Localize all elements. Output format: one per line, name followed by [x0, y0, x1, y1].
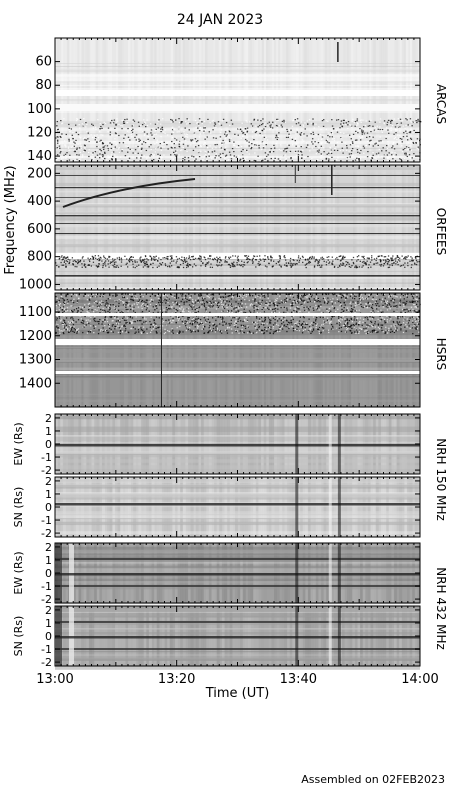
panel-4-source-track [55, 414, 420, 474]
panel-6-ytick-label: -1 [41, 580, 52, 593]
panel-1-ytick-label: 140 [27, 149, 52, 164]
instrument-label-arcas: ARCAS [434, 84, 448, 124]
arcas-features [55, 42, 422, 162]
x-tick-label: 13:20 [158, 672, 195, 687]
panel-1-ytick-label: 80 [35, 78, 52, 93]
panel-3-texture [55, 293, 421, 407]
panel-6-ylabel: EW (Rs) [12, 551, 25, 594]
panel-6-ytick-label: 2 [45, 541, 52, 554]
panel-5-ytick-label: 2 [45, 475, 52, 488]
panel-4-ytick-label: 0 [45, 438, 52, 451]
panel-6-ytick-label: -2 [41, 593, 52, 606]
x-tick-label: 14:00 [401, 672, 438, 687]
panel-2-ytick-label: 400 [27, 194, 52, 209]
panel-2-ytick-label: 600 [27, 222, 52, 237]
axes [54, 37, 421, 667]
panel-7-ytick-label: 0 [45, 630, 52, 643]
panel-5-ylabel: SN (Rs) [12, 487, 25, 528]
panel-1-ytick-label: 120 [27, 125, 52, 140]
panel-6-ytick-label: 0 [45, 567, 52, 580]
panel-7-ytick-label: -2 [41, 656, 52, 669]
panel-2-ytick-label: 1000 [19, 277, 52, 292]
y-axis-label-frequency: Frequency (MHz) [3, 165, 18, 274]
panel-5-texture [55, 477, 421, 537]
panel-5-ytick-label: -2 [41, 527, 52, 540]
x-tick-label: 13:40 [280, 672, 317, 687]
panel-1-ytick-label: 100 [27, 102, 52, 117]
orfees-features [55, 165, 420, 277]
panel-2-ytick-label: 800 [27, 250, 52, 265]
panel-3-ytick-label: 1400 [19, 376, 52, 391]
panel-3-ytick-label: 1300 [19, 353, 52, 368]
panel-5-ytick-label: 0 [45, 501, 52, 514]
panel-2-ytick-label: 200 [27, 166, 52, 181]
chart-title: 24 JAN 2023 [177, 12, 263, 28]
panel-7-ylabel: SN (Rs) [12, 616, 25, 657]
panel-7-ytick-label: -1 [41, 643, 52, 656]
panel-4-ytick-label: 1 [45, 425, 52, 438]
instrument-label-hsrs: HSRS [434, 338, 448, 371]
panel-4-ylabel: EW (Rs) [12, 422, 25, 465]
panel-3-ytick-label: 1200 [19, 329, 52, 344]
panel-1-texture [55, 38, 421, 164]
panel-5-source-track [55, 477, 420, 537]
panel-6-ytick-label: 1 [45, 554, 52, 567]
x-axis-label: Time (UT) [205, 686, 270, 701]
panel-4-ytick-label: -2 [41, 464, 52, 477]
panel-4-ytick-label: 2 [45, 412, 52, 425]
panel-7-ytick-label: 1 [45, 617, 52, 630]
panel-3-ytick-label: 1100 [19, 305, 52, 320]
footer-assembled-date: Assembled on 02FEB2023 [301, 773, 445, 786]
instrument-label-orfees: ORFEES [434, 208, 448, 255]
instrument-label-nrh-432: NRH 432 MHz [434, 567, 448, 650]
x-tick-label: 13:00 [36, 672, 73, 687]
panel-4-ytick-label: -1 [41, 451, 52, 464]
panel-7-ytick-label: 2 [45, 604, 52, 617]
panel-5-ytick-label: -1 [41, 514, 52, 527]
hsrs-features [55, 293, 421, 407]
panel-1-ytick-label: 60 [35, 55, 52, 70]
panel-5-ytick-label: 1 [45, 488, 52, 501]
instrument-label-nrh-150: NRH 150 MHz [434, 438, 448, 521]
